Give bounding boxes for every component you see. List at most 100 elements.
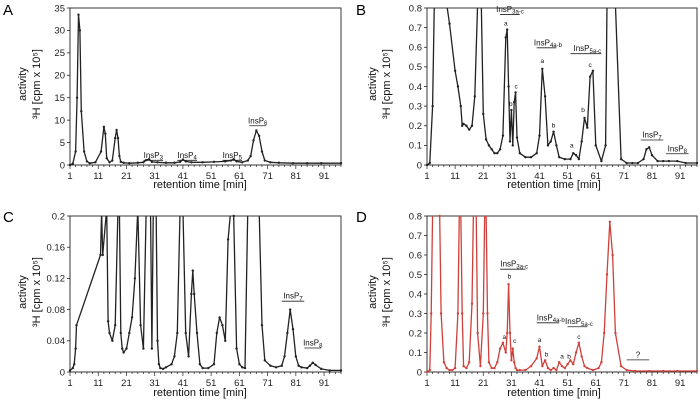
y-tick-label-d: 0.3	[409, 309, 422, 320]
data-point-c	[218, 316, 221, 319]
series-line-d	[427, 216, 697, 372]
x-tick-label-d: 21	[478, 378, 489, 389]
y-axis-title-line2-b: ³H [cpm x 10⁵]	[381, 49, 393, 119]
peak-letter-d: a	[538, 337, 542, 344]
peak-letter-b: a	[504, 21, 508, 28]
data-point-c	[159, 366, 162, 370]
annotation-label-b: InsP4a-b	[534, 38, 563, 49]
data-point-c	[164, 366, 168, 369]
data-point-c	[201, 366, 204, 370]
data-point-a	[136, 161, 139, 164]
y-tick-label-b: 0.6	[409, 43, 422, 54]
data-point-d	[602, 331, 606, 335]
data-point-b	[448, 22, 451, 25]
data-point-a	[122, 161, 125, 164]
peak-letter-d: a	[503, 334, 507, 341]
panel-label-b: B	[356, 2, 366, 19]
data-point-a	[111, 159, 114, 162]
data-point-a	[68, 163, 72, 167]
series-line-b	[427, 8, 697, 165]
data-point-d	[560, 364, 564, 368]
y-axis-title-line1-d: activity	[367, 275, 379, 309]
x-tick-label-b: 31	[506, 171, 517, 182]
y-tick-label-c: 0.04	[47, 336, 66, 347]
data-point-b	[538, 134, 541, 137]
data-point-c	[193, 292, 196, 296]
data-point-d	[608, 220, 612, 224]
data-point-a	[102, 125, 106, 129]
x-tick-label-c: 11	[93, 378, 103, 389]
data-point-b	[493, 152, 496, 155]
data-point-a	[173, 161, 176, 164]
data-point-c	[280, 364, 283, 367]
data-point-d	[549, 368, 552, 372]
data-point-c	[198, 363, 202, 366]
data-point-c	[121, 347, 124, 350]
data-point-c	[224, 339, 227, 342]
data-point-d	[479, 364, 482, 368]
data-point-a	[320, 162, 323, 165]
data-point-a	[255, 129, 258, 132]
data-point-a	[246, 159, 250, 162]
y-tick-label-c: 0	[60, 367, 65, 378]
peak-letter-b: b	[509, 101, 513, 108]
data-point-d	[510, 359, 513, 362]
data-point-d	[511, 347, 514, 350]
data-point-c	[212, 363, 216, 366]
y-tick-label-a: 10	[54, 115, 65, 126]
data-point-d	[572, 363, 575, 366]
data-point-d	[490, 366, 493, 370]
data-point-c	[130, 316, 134, 319]
data-point-a	[257, 134, 261, 138]
peak-letter-b: c	[589, 62, 593, 69]
data-point-b	[557, 155, 561, 159]
data-point-d	[529, 364, 533, 368]
data-point-b	[508, 140, 512, 143]
data-point-a	[85, 160, 89, 163]
x-tick-label-b: 41	[534, 171, 545, 182]
data-point-d	[462, 364, 465, 368]
x-tick-label-b: 51	[562, 171, 573, 182]
data-point-c	[150, 347, 154, 350]
y-tick-label-b: 0.8	[409, 3, 422, 14]
data-point-b	[586, 126, 589, 129]
data-point-b	[514, 91, 517, 94]
data-point-d	[541, 364, 544, 368]
data-point-d	[505, 331, 509, 335]
data-point-a	[142, 161, 145, 164]
y-tick-label-d: 0.8	[409, 211, 422, 222]
axes-frame-c	[69, 215, 342, 373]
data-point-c	[260, 324, 264, 327]
x-tick-label-d: 51	[562, 378, 573, 389]
data-point-d	[543, 359, 547, 362]
data-point-b	[535, 152, 538, 155]
data-point-d	[442, 361, 446, 364]
x-tick-label-a: 51	[206, 171, 217, 182]
x-tick-label-a: 11	[93, 171, 103, 182]
data-point-d	[445, 366, 448, 370]
data-point-d	[482, 312, 485, 315]
data-point-d	[493, 366, 496, 370]
data-point-c	[305, 366, 309, 370]
data-point-d	[453, 366, 457, 370]
y-tick-label-d: 0.6	[409, 250, 422, 261]
y-tick-label-a: 20	[54, 71, 65, 82]
panel-c: C activity ³H [cpm x 10⁵] retention time…	[3, 209, 343, 399]
data-point-b	[507, 85, 510, 88]
data-point-b	[473, 95, 477, 98]
y-tick-label-d: 0.5	[409, 270, 422, 281]
y-tick-label-a: 30	[54, 26, 65, 37]
data-point-d	[515, 368, 519, 372]
data-point-d	[501, 341, 505, 344]
data-point-b	[684, 161, 687, 165]
data-point-d	[518, 368, 522, 372]
x-tick-label-d: 1	[424, 378, 429, 389]
x-tick-label-a: 61	[234, 171, 245, 182]
data-point-a	[104, 132, 107, 135]
x-tick-label-d: 71	[619, 378, 630, 389]
data-point-c	[221, 324, 224, 327]
data-point-b	[504, 36, 507, 39]
data-point-a	[184, 160, 187, 163]
data-point-c	[294, 355, 298, 358]
data-point-a	[147, 157, 151, 161]
